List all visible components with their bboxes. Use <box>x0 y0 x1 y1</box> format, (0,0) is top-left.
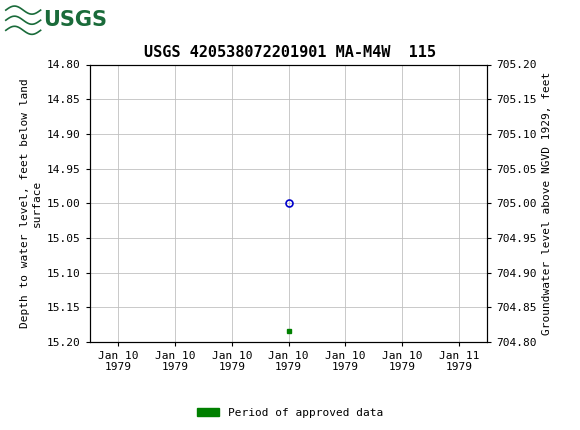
Text: USGS 420538072201901 MA-M4W  115: USGS 420538072201901 MA-M4W 115 <box>144 45 436 60</box>
FancyBboxPatch shape <box>5 3 68 37</box>
Y-axis label: Depth to water level, feet below land
surface: Depth to water level, feet below land su… <box>20 78 42 328</box>
Text: USGS: USGS <box>44 10 107 30</box>
Y-axis label: Groundwater level above NGVD 1929, feet: Groundwater level above NGVD 1929, feet <box>542 71 552 335</box>
Legend: Period of approved data: Period of approved data <box>193 403 387 422</box>
